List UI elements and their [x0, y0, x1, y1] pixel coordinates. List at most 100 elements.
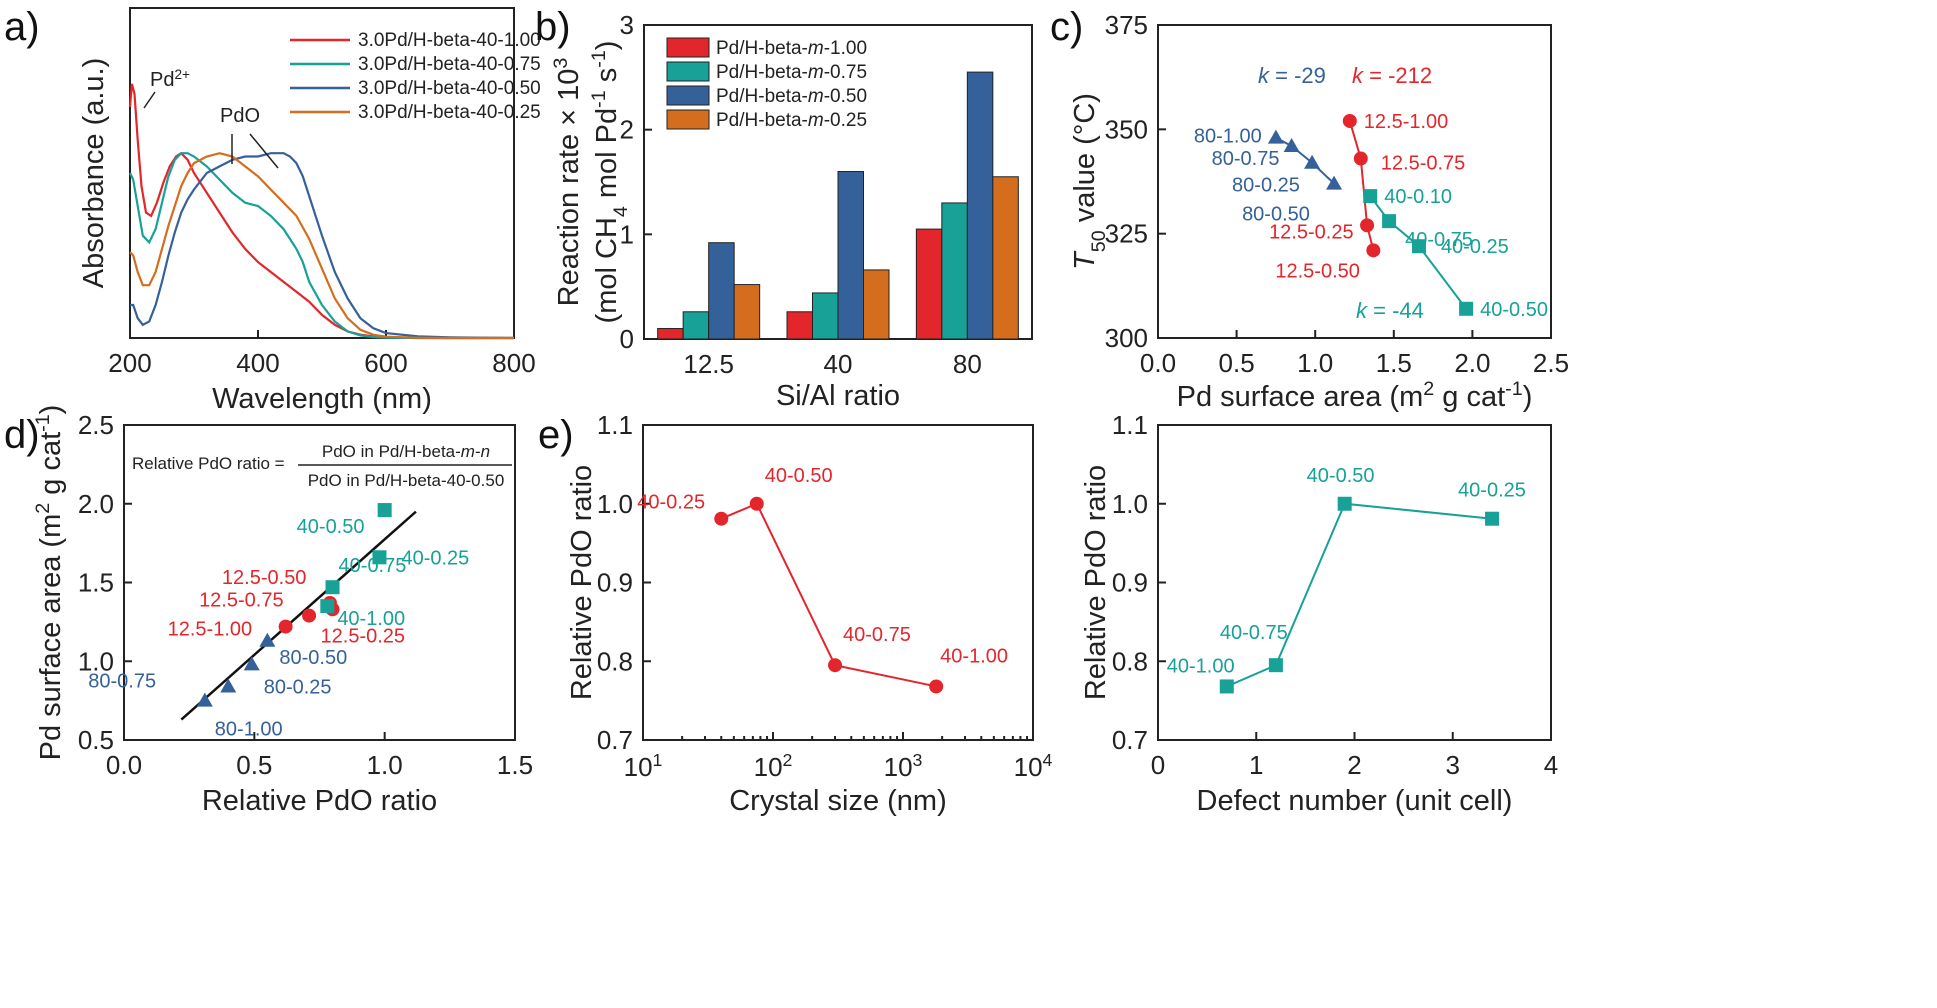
- y-axis-label-units: (mol CH4 mol Pd-1 s-1): [588, 41, 632, 324]
- data-point-circle: [714, 511, 729, 526]
- y-axis-label: Relative PdO ratio: [566, 465, 598, 700]
- data-point-square: [1382, 214, 1397, 229]
- label-part: value (°C): [1069, 93, 1101, 230]
- x-tick-label: 2.5: [1533, 348, 1569, 378]
- label-part: k: [1356, 298, 1368, 323]
- point-label: 40-0.75: [843, 624, 911, 646]
- panel-label: c): [1050, 5, 1083, 49]
- panel-label: e): [538, 413, 574, 457]
- y-axis-label: Relative PdO ratio: [1080, 465, 1112, 700]
- slope-label: k = -44: [1356, 298, 1424, 323]
- x-tick-label: 1.0: [1297, 348, 1333, 378]
- y-tick-label: 0.9: [1112, 568, 1148, 598]
- label-part: -1.00: [824, 38, 867, 59]
- series-line: [1226, 502, 1493, 688]
- point-label: 40-0.25: [637, 492, 705, 514]
- panel-c: 0.0 0.5 1.0 1.5 2.0 2.5 300 325 350 375 Pd surface…: [1050, 5, 1569, 413]
- formula-numerator: PdO in Pd/H-beta-m-n: [322, 442, 490, 461]
- data-point-square: [377, 503, 392, 518]
- data-point-square: [1459, 301, 1474, 316]
- label-part: m: [808, 86, 824, 107]
- y-tick-label: 2: [620, 115, 634, 145]
- data-point-circle: [1342, 113, 1357, 128]
- data-point-circle: [1360, 218, 1375, 233]
- point-label: 80-0.75: [1212, 148, 1280, 170]
- data-point-triangle: [1326, 175, 1343, 190]
- bar: [863, 269, 890, 340]
- legend-swatch: [666, 109, 710, 130]
- point-label: 40-0.25: [1441, 236, 1509, 258]
- x-tick-label: 102: [754, 750, 793, 782]
- data-point-square: [1337, 496, 1352, 511]
- y-tick-label: 1.0: [597, 489, 633, 519]
- series-line: [129, 152, 514, 340]
- x-tick-label: 400: [236, 348, 279, 378]
- panel-label: b): [535, 5, 571, 49]
- label-part: n: [481, 442, 490, 461]
- y-tick-label: 0.8: [597, 646, 633, 676]
- label-part: 2+: [174, 67, 190, 82]
- x-tick-label: 200: [108, 348, 151, 378]
- data-point-square: [325, 580, 340, 595]
- formula-lhs: Relative PdO ratio =: [132, 454, 285, 473]
- x-tick-label: 40: [824, 349, 853, 379]
- point-label: 80-0.50: [279, 647, 347, 669]
- point-label: 40-0.75: [1220, 622, 1288, 644]
- point-label: 80-0.50: [1242, 204, 1310, 226]
- legend-swatch: [666, 85, 710, 106]
- annotation-pdo: PdO: [220, 105, 260, 127]
- y-tick-label: 1.1: [597, 410, 633, 440]
- plot-frame: [642, 424, 1034, 741]
- data-point-triangle: [220, 678, 237, 693]
- legend-entry: 3.0Pd/H-beta-40-0.25: [358, 102, 541, 123]
- point-label: 12.5-0.25: [1269, 221, 1354, 243]
- bar: [682, 311, 710, 340]
- y-tick-label: 350: [1105, 114, 1148, 144]
- legend-entry: 3.0Pd/H-beta-40-0.75: [358, 54, 541, 75]
- data-point-triangle: [1304, 154, 1321, 169]
- point-label: 40-1.00: [337, 608, 405, 630]
- panel-a: 200 400 600 800 Wavelength (nm) Absorbance (a…: [4, 5, 541, 415]
- data-point-circle: [302, 608, 317, 623]
- label-part: Pd/H-beta-: [716, 38, 808, 59]
- legend-entry: 3.0Pd/H-beta-40-0.50: [358, 78, 541, 99]
- data-point-triangle: [1267, 129, 1284, 144]
- annotation-pd2plus: Pd2+: [150, 67, 190, 92]
- data-point-circle: [278, 619, 293, 634]
- data-point-circle: [1366, 243, 1381, 258]
- x-axis-label: Relative PdO ratio: [202, 785, 437, 817]
- data-point-triangle: [243, 656, 260, 671]
- point-label: 12.5-0.50: [1275, 260, 1360, 282]
- point-label: 40-0.25: [1458, 480, 1526, 502]
- data-point-circle: [749, 496, 764, 511]
- bar: [786, 311, 813, 340]
- data-point-square: [1411, 239, 1426, 254]
- label-part: -1: [588, 90, 610, 108]
- label-part: 2: [783, 750, 793, 770]
- bar: [657, 328, 684, 340]
- x-tick-label: 0.0: [1140, 348, 1176, 378]
- y-tick-label: 1: [620, 219, 634, 249]
- x-tick-label: 2.0: [1454, 348, 1490, 378]
- y-tick-label: 300: [1105, 323, 1148, 353]
- label-part: -29: [1294, 63, 1326, 88]
- point-label: 40-1.00: [1167, 655, 1235, 677]
- point-label: 40-0.25: [401, 547, 469, 569]
- label-part: =: [1367, 298, 1392, 323]
- x-axis-label: Pd surface area (m2 g cat-1): [1177, 378, 1533, 413]
- label-part: =: [1269, 63, 1294, 88]
- legend-entry: Pd/H-beta-m-0.75: [716, 62, 867, 83]
- label-part: T: [1069, 250, 1101, 270]
- point-label: 40-0.10: [1384, 186, 1452, 208]
- label-part: 10: [754, 752, 783, 782]
- label-part: (mol CH: [591, 217, 623, 323]
- y-axis-label: Reaction rate × 103: [550, 58, 585, 307]
- label-part: k: [1352, 63, 1364, 88]
- label-part: ): [1523, 381, 1533, 413]
- label-part: m: [808, 110, 824, 131]
- panel-label: d): [4, 413, 40, 457]
- label-part: 1: [653, 750, 663, 770]
- legend-entry: Pd/H-beta-m-1.00: [716, 38, 867, 59]
- x-tick-label: 1.5: [497, 750, 533, 780]
